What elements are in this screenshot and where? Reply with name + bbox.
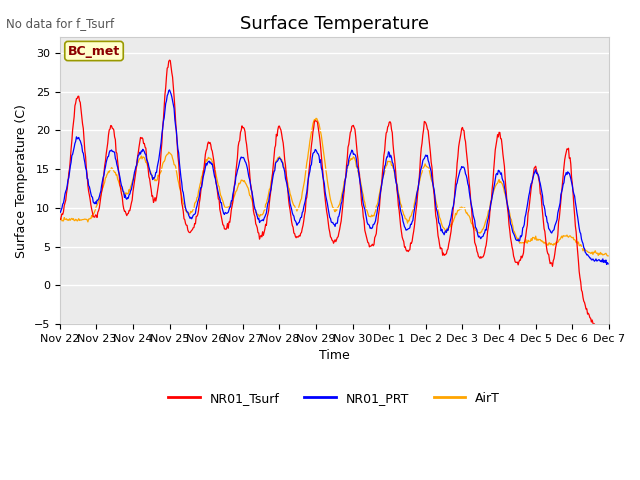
NR01_Tsurf: [166, 57, 173, 63]
Title: Surface Temperature: Surface Temperature: [240, 15, 429, 33]
Text: No data for f_Tsurf: No data for f_Tsurf: [6, 17, 115, 30]
AirT: [207, 156, 214, 162]
AirT: [178, 193, 186, 199]
NR01_Tsurf: [207, 146, 215, 152]
X-axis label: Time: Time: [319, 349, 349, 362]
NR01_Tsurf: [604, 349, 612, 355]
NR01_Tsurf: [122, 211, 130, 216]
NR01_PRT: [604, 261, 612, 267]
Y-axis label: Surface Temperature (C): Surface Temperature (C): [15, 104, 28, 258]
AirT: [604, 253, 612, 259]
AirT: [56, 217, 63, 223]
NR01_PRT: [207, 161, 215, 167]
NR01_PRT: [401, 225, 409, 231]
NR01_PRT: [603, 262, 611, 267]
NR01_Tsurf: [179, 204, 186, 209]
AirT: [122, 190, 130, 196]
Text: BC_met: BC_met: [68, 45, 120, 58]
AirT: [417, 171, 425, 177]
NR01_Tsurf: [401, 244, 409, 250]
AirT: [401, 216, 409, 221]
AirT: [66, 216, 74, 222]
NR01_PRT: [66, 169, 74, 175]
AirT: [604, 253, 611, 259]
Line: AirT: AirT: [60, 119, 608, 256]
Legend: NR01_Tsurf, NR01_PRT, AirT: NR01_Tsurf, NR01_PRT, AirT: [163, 387, 505, 410]
Line: NR01_Tsurf: NR01_Tsurf: [60, 60, 608, 352]
NR01_PRT: [417, 165, 425, 171]
NR01_PRT: [179, 188, 186, 193]
NR01_PRT: [122, 195, 130, 201]
AirT: [312, 116, 320, 121]
NR01_Tsurf: [56, 216, 63, 222]
Line: NR01_PRT: NR01_PRT: [60, 90, 608, 264]
NR01_PRT: [56, 210, 63, 216]
NR01_Tsurf: [66, 166, 74, 171]
NR01_Tsurf: [417, 145, 425, 151]
NR01_PRT: [166, 87, 173, 93]
